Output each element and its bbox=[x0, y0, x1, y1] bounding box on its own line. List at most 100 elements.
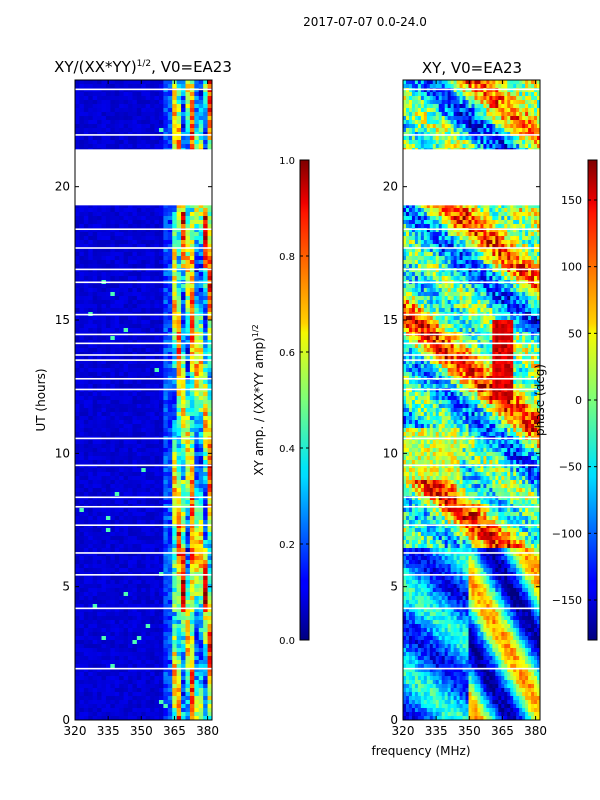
heatmap-cell bbox=[150, 544, 155, 549]
heatmap-cell bbox=[163, 492, 169, 497]
heatmap-cell bbox=[176, 80, 182, 85]
heatmap-cell bbox=[203, 500, 208, 505]
heatmap-cell bbox=[163, 600, 169, 605]
heatmap-cell bbox=[207, 220, 213, 225]
heatmap-cell bbox=[194, 220, 200, 225]
heatmap-cell bbox=[105, 384, 111, 389]
heatmap-cell bbox=[203, 528, 208, 533]
heatmap-cell bbox=[88, 348, 94, 353]
heatmap-cell bbox=[123, 144, 129, 149]
heatmap-cell bbox=[207, 500, 213, 505]
heatmap-cell bbox=[141, 500, 147, 505]
heatmap-cell bbox=[176, 568, 182, 573]
heatmap-cell bbox=[132, 664, 138, 669]
heatmap-cell bbox=[181, 716, 186, 721]
heatmap-cell bbox=[189, 408, 195, 413]
heatmap-cell bbox=[207, 624, 213, 629]
heatmap-cell bbox=[83, 248, 89, 253]
heatmap-cell bbox=[154, 228, 160, 233]
heatmap-cell bbox=[128, 680, 133, 685]
heatmap-cell bbox=[167, 344, 173, 349]
heatmap-cell bbox=[105, 136, 111, 141]
heatmap-cell bbox=[189, 300, 195, 305]
heatmap-cell bbox=[97, 480, 102, 485]
heatmap-cell bbox=[154, 676, 160, 681]
heatmap-cell bbox=[105, 360, 111, 365]
heatmap-cell bbox=[150, 432, 155, 437]
heatmap-cell bbox=[101, 384, 107, 389]
heatmap-cell bbox=[92, 324, 98, 329]
heatmap-cell bbox=[105, 316, 111, 321]
heatmap-cell bbox=[145, 568, 151, 573]
heatmap-cell bbox=[150, 360, 155, 365]
heatmap-cell bbox=[150, 236, 155, 241]
heatmap-cell bbox=[185, 544, 191, 549]
heatmap-cell bbox=[154, 576, 160, 581]
heatmap-cell bbox=[92, 652, 98, 657]
heatmap-cell bbox=[172, 104, 178, 109]
heatmap-cell bbox=[114, 556, 120, 561]
heatmap-cell bbox=[158, 108, 164, 113]
heatmap-cell bbox=[189, 632, 195, 637]
heatmap-cell bbox=[75, 212, 80, 217]
heatmap-cell bbox=[110, 516, 116, 521]
heatmap-cell bbox=[101, 556, 107, 561]
heatmap-cell bbox=[92, 140, 98, 145]
heatmap-cell bbox=[123, 556, 129, 561]
heatmap-cell bbox=[119, 212, 125, 217]
heatmap-cell bbox=[114, 96, 120, 101]
heatmap-cell bbox=[141, 396, 147, 401]
heatmap-cell bbox=[189, 304, 195, 309]
heatmap-cell bbox=[185, 588, 191, 593]
heatmap-cell bbox=[189, 208, 195, 213]
heatmap-cell bbox=[150, 440, 155, 445]
heatmap-cell bbox=[181, 116, 186, 121]
heatmap-cell bbox=[105, 524, 111, 529]
heatmap-cell bbox=[176, 140, 182, 145]
heatmap-cell bbox=[114, 640, 120, 645]
heatmap-cell bbox=[158, 668, 164, 673]
heatmap-cell bbox=[119, 256, 125, 261]
heatmap-cell bbox=[163, 432, 169, 437]
heatmap-cell bbox=[132, 316, 138, 321]
heatmap-cell bbox=[79, 384, 85, 389]
heatmap-cell bbox=[128, 216, 133, 221]
heatmap-cell bbox=[181, 256, 186, 261]
heatmap-cell bbox=[154, 480, 160, 485]
heatmap-cell bbox=[114, 336, 120, 341]
heatmap-cell bbox=[101, 120, 107, 125]
heatmap-cell bbox=[79, 648, 85, 653]
heatmap-cell bbox=[119, 108, 125, 113]
heatmap-cell bbox=[158, 476, 164, 481]
heatmap-cell bbox=[194, 96, 200, 101]
heatmap-cell bbox=[145, 296, 151, 301]
heatmap-cell bbox=[92, 256, 98, 261]
heatmap-cell bbox=[172, 380, 178, 385]
heatmap-cell bbox=[132, 96, 138, 101]
heatmap-cell bbox=[83, 640, 89, 645]
heatmap-cell bbox=[167, 440, 173, 445]
heatmap-cell bbox=[141, 644, 147, 649]
heatmap-cell bbox=[83, 580, 89, 585]
heatmap-cell bbox=[97, 664, 102, 669]
heatmap-cell bbox=[79, 340, 85, 345]
heatmap-cell bbox=[176, 400, 182, 405]
heatmap-cell bbox=[163, 328, 169, 333]
heatmap-cell bbox=[101, 536, 107, 541]
heatmap-cell bbox=[185, 596, 191, 601]
heatmap-cell bbox=[105, 404, 111, 409]
heatmap-cell bbox=[203, 316, 208, 321]
heatmap-cell bbox=[101, 596, 107, 601]
heatmap-cell bbox=[83, 524, 89, 529]
heatmap-cell bbox=[154, 564, 160, 569]
heatmap-cell bbox=[194, 568, 200, 573]
heatmap-cell bbox=[185, 608, 191, 613]
heatmap-cell bbox=[123, 212, 129, 217]
heatmap-cell bbox=[203, 408, 208, 413]
heatmap-cell bbox=[167, 84, 173, 89]
heatmap-cell bbox=[114, 432, 120, 437]
heatmap-cell bbox=[181, 492, 186, 497]
heatmap-cell bbox=[101, 564, 107, 569]
heatmap-cell bbox=[132, 252, 138, 257]
heatmap-cell bbox=[114, 444, 120, 449]
